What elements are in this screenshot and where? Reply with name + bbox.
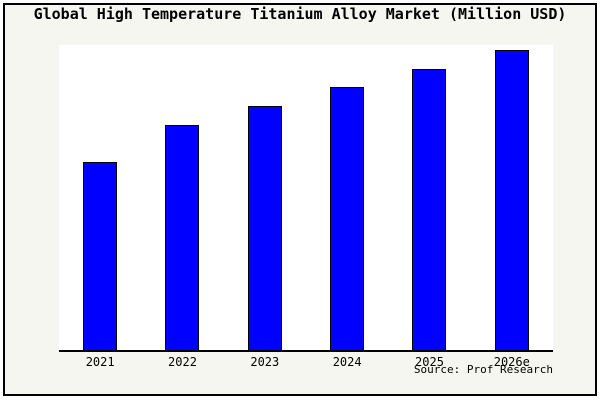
bar-slot xyxy=(59,45,141,350)
source-credit: Source: Prof Research xyxy=(413,363,553,376)
bar-2022 xyxy=(165,124,200,350)
bars-row xyxy=(59,45,553,350)
x-tick-label-2021: 2021 xyxy=(85,355,115,369)
bar-slot xyxy=(306,45,388,350)
bar-slot xyxy=(388,45,470,350)
x-axis-line xyxy=(59,350,553,352)
chart-title: Global High Temperature Titanium Alloy M… xyxy=(33,5,567,23)
bar-slot xyxy=(224,45,306,350)
bar-2021 xyxy=(83,161,118,350)
plot-area xyxy=(59,45,553,350)
x-tick-label-2025: 2025 xyxy=(415,355,444,369)
bar-2023 xyxy=(247,105,282,350)
x-tick-label-2026e: 2026e xyxy=(493,355,530,369)
bar-2026e xyxy=(494,49,529,350)
bar-2024 xyxy=(330,86,365,350)
bar-slot xyxy=(471,45,553,350)
x-axis-labels: 2021 2022 2023 2024 2025 2026e xyxy=(59,355,553,369)
x-tick-label-2023: 2023 xyxy=(250,355,280,369)
x-tick-label-2024: 2024 xyxy=(332,355,362,369)
bar-2025 xyxy=(412,68,447,350)
x-tick-label-2022: 2022 xyxy=(168,355,197,369)
bar-slot xyxy=(141,45,223,350)
